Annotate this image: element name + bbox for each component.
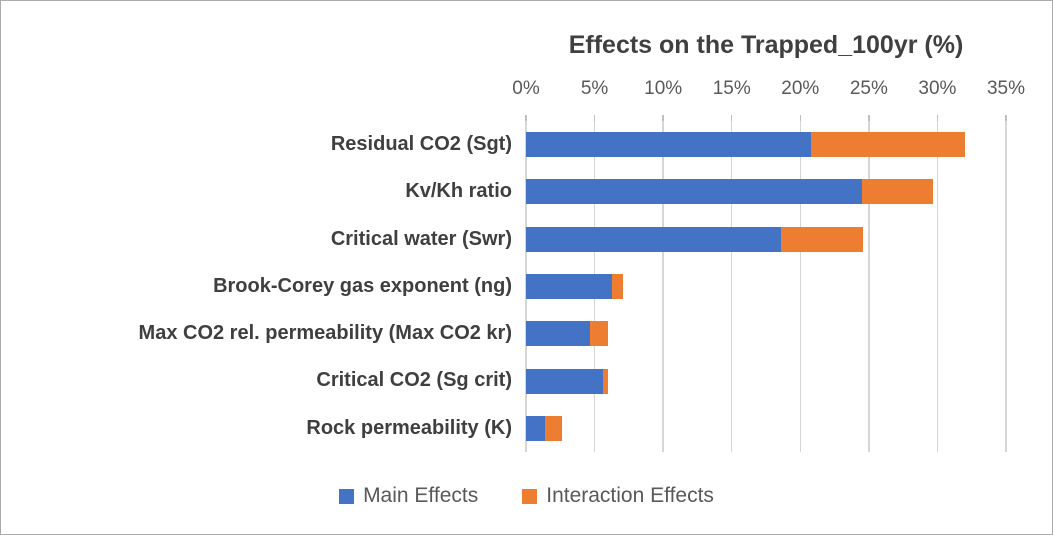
bar-segment-interaction-effects	[811, 132, 965, 158]
legend-swatch-interaction-effects	[522, 488, 538, 504]
bar-segment-interaction-effects	[612, 274, 624, 299]
category-label: Kv/Kh ratio	[405, 180, 512, 203]
x-tick-label: 15%	[712, 78, 751, 99]
bar-segment-interaction-effects	[602, 368, 609, 394]
bar-segment-interaction-effects	[590, 321, 609, 347]
category-label: Critical CO2 (Sg crit)	[316, 369, 512, 392]
category-label: Max CO2 rel. permeability (Max CO2 kr)	[138, 322, 512, 345]
legend: Main Effects Interaction Effects	[1, 484, 1052, 508]
tick-mark	[936, 115, 939, 121]
bar-segment-interaction-effects	[781, 226, 864, 252]
category-label: Critical water (Swr)	[330, 227, 512, 250]
legend-swatch-main-effects	[339, 488, 355, 504]
legend-label: Interaction Effects	[546, 484, 714, 507]
legend-label: Main Effects	[363, 484, 479, 507]
bar-segment-main-effects	[526, 179, 862, 205]
tick-mark	[730, 115, 733, 121]
bar-segment-main-effects	[526, 415, 546, 441]
x-tick-label: 5%	[580, 78, 609, 99]
bar-segment-interaction-effects	[545, 415, 562, 441]
bar-segment-main-effects	[526, 368, 603, 394]
x-tick-label: 0%	[512, 78, 540, 99]
legend-item: Main Effects	[339, 484, 478, 508]
x-tick-label: 30%	[918, 78, 957, 99]
tick-mark	[525, 115, 527, 121]
gridline	[799, 121, 802, 452]
gridline	[868, 121, 870, 452]
x-tick-label: 10%	[644, 78, 683, 99]
bar-segment-main-effects	[526, 321, 591, 347]
gridline	[662, 121, 664, 452]
gridline	[936, 121, 939, 452]
tick-mark	[868, 115, 870, 121]
x-tick-label: 20%	[781, 78, 820, 99]
gridline	[730, 121, 733, 452]
gridline	[1005, 121, 1007, 452]
chart-title: Effects on the Trapped_100yr (%)	[568, 31, 964, 59]
tick-mark	[1005, 115, 1007, 121]
category-label: Rock permeability (K)	[306, 416, 512, 439]
category-label: Residual CO2 (Sgt)	[330, 133, 512, 155]
bar-segment-main-effects	[526, 226, 782, 252]
category-label: Brook-Corey gas exponent (ng)	[213, 274, 512, 297]
bar-segment-interaction-effects	[862, 179, 934, 205]
bar-segment-main-effects	[526, 274, 613, 299]
x-tick-label: 35%	[986, 78, 1026, 99]
tick-mark	[593, 115, 596, 121]
tick-mark	[799, 115, 802, 121]
legend-item: Interaction Effects	[522, 484, 714, 508]
x-tick-label: 25%	[849, 78, 888, 99]
bar-segment-main-effects	[526, 132, 812, 158]
tick-mark	[662, 115, 664, 121]
